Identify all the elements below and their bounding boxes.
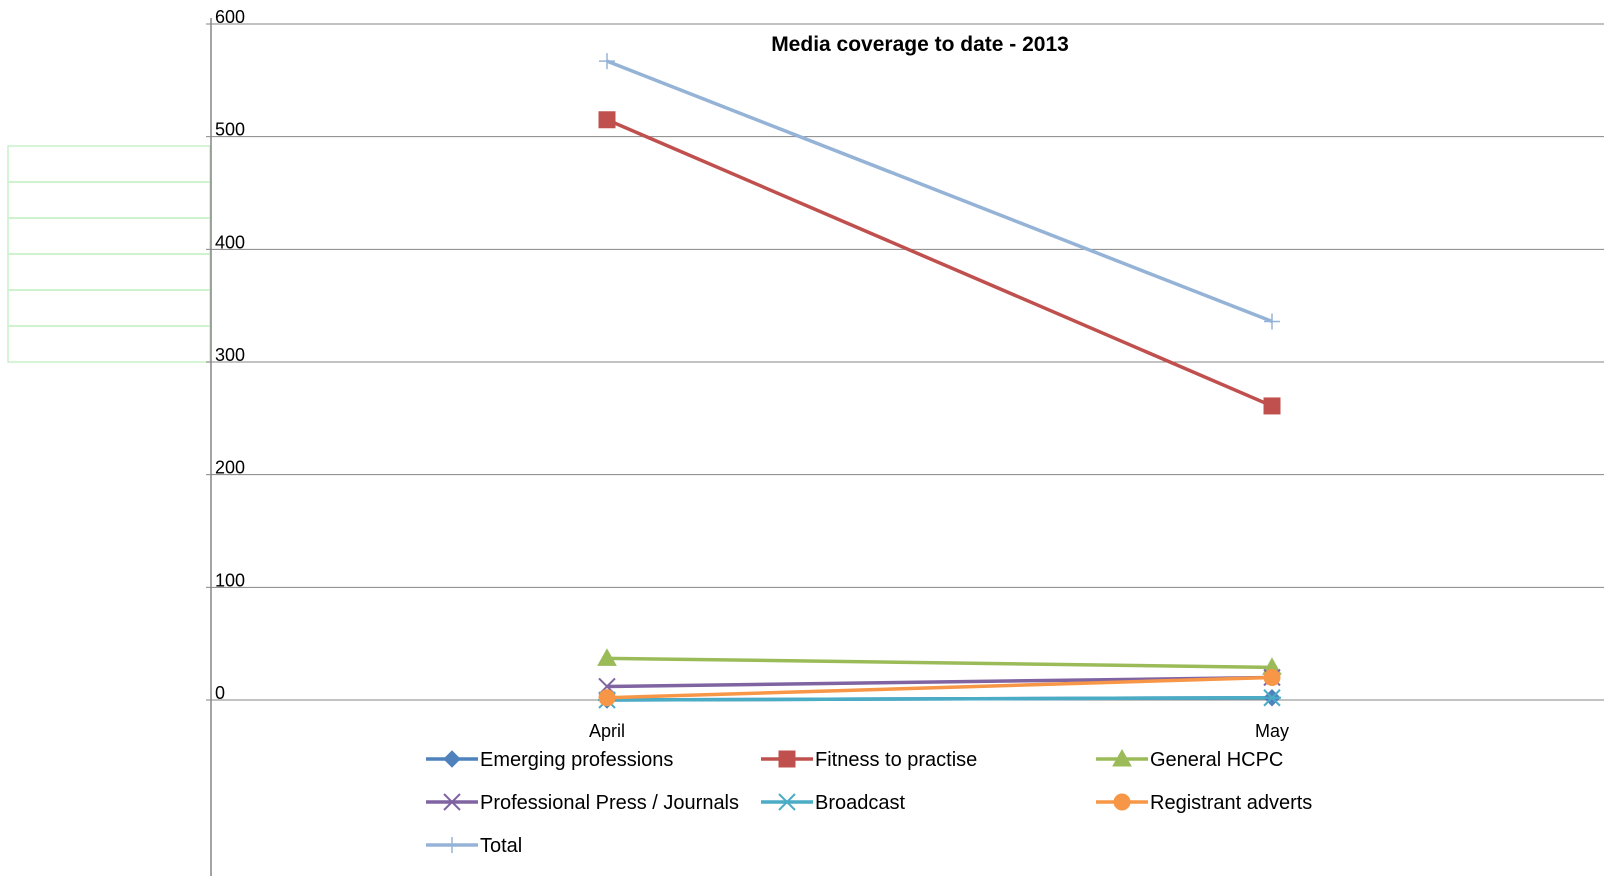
y-tick-label: 100 (215, 570, 245, 590)
legend-label: Broadcast (815, 792, 905, 814)
series-markers (597, 53, 1282, 709)
x-tick-labels: April May (589, 721, 1289, 741)
legend-label: Emerging professions (480, 749, 673, 771)
y-tick-label: 500 (215, 120, 245, 140)
legend-marker (443, 750, 461, 768)
y-tick-label: 400 (215, 232, 245, 252)
legend-item: General HCPC (1096, 748, 1283, 771)
cell-outline (7, 181, 211, 219)
y-tick-label: 0 (215, 683, 225, 703)
data-point (1263, 668, 1281, 686)
legend-item: Emerging professions (426, 749, 673, 771)
legend-label: Registrant adverts (1150, 792, 1312, 814)
gridlines (206, 23, 1604, 701)
data-point (1264, 313, 1280, 330)
y-tick-labels: 0 100 200 300 400 500 600 (215, 7, 245, 703)
y-tick-label: 200 (215, 458, 245, 478)
cell-outline-group (7, 145, 211, 363)
cell-outline (7, 145, 211, 183)
series-line (606, 656, 1273, 670)
legend-label: General HCPC (1150, 749, 1283, 771)
data-point (597, 648, 617, 666)
series-line (606, 675, 1273, 689)
y-tick-label: 600 (215, 7, 245, 27)
legend-item: Fitness to practise (761, 749, 977, 771)
series-line (606, 695, 1273, 702)
data-point (1263, 397, 1281, 415)
data-point (599, 53, 615, 70)
series-lines (606, 59, 1273, 702)
series-line (606, 675, 1273, 700)
legend-item: Professional Press / Journals (426, 792, 739, 814)
data-point (598, 689, 616, 707)
data-point (1263, 689, 1281, 707)
legend-marker (1113, 793, 1131, 811)
data-point (598, 111, 616, 129)
series-line (606, 59, 1273, 324)
cell-outline (7, 217, 211, 255)
legend-marker (1112, 748, 1132, 767)
legend-item: Broadcast (761, 792, 905, 814)
y-tick-label: 300 (215, 345, 245, 365)
legend-item: Total (426, 835, 522, 857)
legend-label: Fitness to practise (815, 749, 977, 771)
legend-marker (444, 837, 460, 853)
legend-item: Registrant adverts (1096, 792, 1312, 814)
x-tick-label: May (1255, 721, 1289, 741)
legend-label: Total (480, 835, 522, 857)
legend-label: Professional Press / Journals (480, 792, 739, 814)
series-line (606, 118, 1273, 408)
x-tick-label: April (589, 721, 625, 741)
legend-marker (778, 750, 796, 768)
cell-outline (7, 253, 211, 291)
chart-title: Media coverage to date - 2013 (771, 33, 1069, 56)
cell-outline (7, 289, 211, 327)
legend: Emerging professions Fitness to practise G… (426, 748, 1312, 857)
legend-marker (443, 793, 461, 811)
cell-outline (7, 325, 211, 363)
legend-marker (778, 793, 796, 811)
